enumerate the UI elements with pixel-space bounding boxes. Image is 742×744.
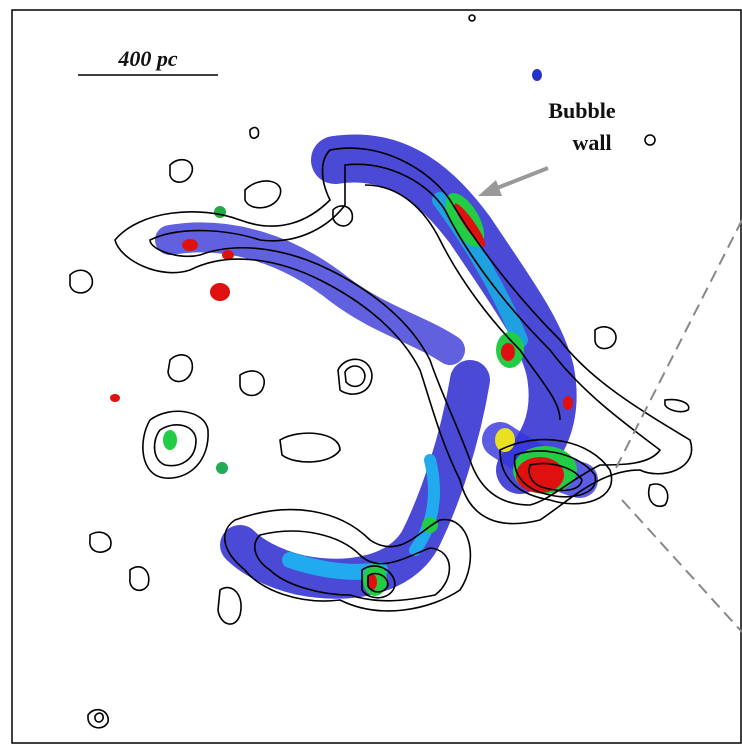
annotation-line1: Bubble — [548, 98, 615, 123]
figure: 400 pc Bubble wall — [0, 0, 742, 744]
scale-label: 400 pc — [117, 46, 178, 71]
annotation-line2: wall — [572, 130, 611, 155]
frame — [12, 10, 741, 743]
page: 400 pc Bubble wall (() => { const data =… — [0, 0, 742, 744]
